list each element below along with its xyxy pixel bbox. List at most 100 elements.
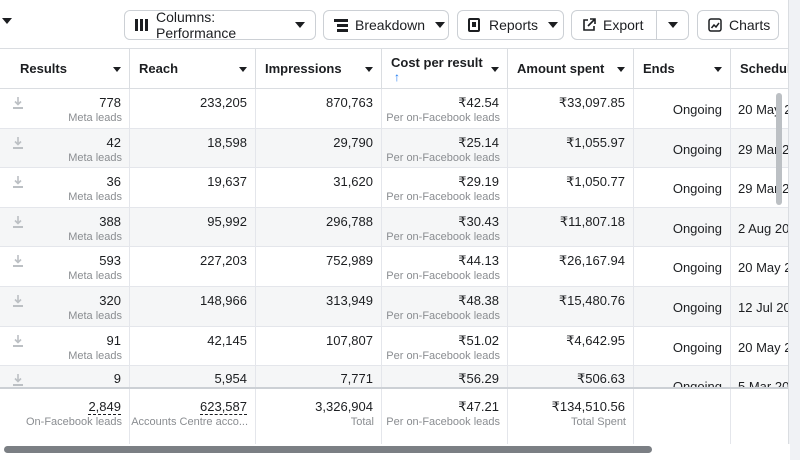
cell-amount-spent: ₹15,480.76 <box>508 287 634 326</box>
cell-cost-per-result: ₹48.38 Per on-Facebook leads <box>382 287 508 326</box>
chevron-down-icon <box>548 22 559 28</box>
cell-reach: 227,203 <box>130 247 256 286</box>
chevron-down-icon[interactable] <box>239 67 247 72</box>
chevron-down-icon <box>435 22 446 28</box>
header-schedule[interactable]: Schedul <box>731 49 788 89</box>
total-amount-spent: ₹134,510.56 Total Spent <box>508 389 634 444</box>
total-impressions-sub: Total <box>350 416 374 428</box>
cell-reach: 19,637 <box>130 168 256 207</box>
reach-value: 227,203 <box>200 253 247 269</box>
header-ends[interactable]: Ends <box>634 49 731 89</box>
header-impressions[interactable]: Impressions <box>256 49 382 89</box>
vertical-scrollbar[interactable] <box>776 93 782 205</box>
breakdown-icon <box>334 18 348 32</box>
reports-button[interactable]: Reports <box>457 10 564 40</box>
columns-button[interactable]: Columns: Performance <box>124 9 316 41</box>
schedule-value: 29 Mar 2 <box>738 181 788 197</box>
download-icon[interactable] <box>13 215 23 228</box>
collapse-caret-icon[interactable] <box>2 18 12 24</box>
spent-value: ₹33,097.85 <box>558 95 625 110</box>
download-icon[interactable] <box>13 334 23 347</box>
download-icon[interactable] <box>13 374 23 387</box>
impressions-value: 752,989 <box>326 253 373 269</box>
header-reach[interactable]: Reach <box>130 49 256 89</box>
cpr-value: ₹29.19 <box>458 174 499 190</box>
reach-value: 148,966 <box>200 293 247 308</box>
results-value: 388 <box>99 213 121 229</box>
cell-schedule: 2 Aug 20 <box>731 208 788 247</box>
cell-impressions: 870,763 <box>256 89 382 128</box>
reports-icon <box>468 18 482 32</box>
total-spent-sub: Total Spent <box>570 416 626 428</box>
total-spent-value: ₹134,510.56 <box>551 399 625 414</box>
total-results-value[interactable]: 2,849 <box>88 399 121 415</box>
table-row[interactable]: 42 Meta leads 18,598 29,790 ₹25.14 Per on-Fac… <box>0 128 788 169</box>
spent-value: ₹506.63 <box>576 371 625 387</box>
columns-icon <box>135 18 149 32</box>
table-row[interactable]: 388 Meta leads 95,992 296,788 ₹30.43 Per on-F… <box>0 207 788 248</box>
total-reach-value[interactable]: 623,587 <box>200 399 247 415</box>
export-button[interactable]: Export <box>572 11 656 39</box>
header-results[interactable]: Results <box>0 49 130 89</box>
cell-reach: 18,598 <box>130 128 256 168</box>
spent-value: ₹15,480.76 <box>558 293 625 308</box>
breakdown-button[interactable]: Breakdown <box>323 10 449 40</box>
charts-button[interactable]: Charts <box>697 10 779 40</box>
header-label: Results <box>20 61 67 76</box>
cell-amount-spent: ₹506.63 <box>508 366 634 405</box>
cpr-value: ₹56.29 <box>458 371 499 387</box>
download-icon[interactable] <box>13 295 23 307</box>
charts-label: Charts <box>729 17 771 33</box>
download-icon[interactable] <box>13 97 23 109</box>
chevron-down-icon[interactable] <box>365 67 373 72</box>
download-icon[interactable] <box>13 255 23 268</box>
header-label: Reach <box>139 61 179 76</box>
cpr-sub: Per on-Facebook leads <box>386 151 500 164</box>
cpr-sub: Per on-Facebook leads <box>386 349 500 362</box>
chevron-down-icon[interactable] <box>491 67 499 72</box>
cell-impressions: 296,788 <box>256 207 382 247</box>
impressions-value: 7,771 <box>340 371 373 387</box>
charts-icon <box>708 18 722 32</box>
table-row[interactable]: 91 Meta leads 42,145 107,807 ₹51.02 Per on-Fa… <box>0 326 788 367</box>
total-reach-sub: Accounts Centre acco... <box>131 416 248 428</box>
ends-value: Ongoing <box>672 339 722 355</box>
table-row[interactable]: 778 Meta leads 233,205 870,763 ₹42.54 Per on-… <box>0 89 788 129</box>
results-value: 320 <box>99 293 121 308</box>
chevron-down-icon <box>668 22 678 28</box>
table-header: Results Reach Impressions Cost per resul… <box>0 48 788 89</box>
total-ends <box>634 389 731 444</box>
cpr-sub: Per on-Facebook leads <box>386 112 500 124</box>
cell-schedule: 20 May 2 <box>731 327 788 366</box>
results-sub: Meta leads <box>68 349 122 362</box>
download-icon[interactable] <box>13 136 23 149</box>
cpr-sub: Per on-Facebook leads <box>386 191 500 204</box>
header-cost-per-result[interactable]: Cost per result ↑ <box>382 49 508 89</box>
cell-results: 9 <box>0 366 130 405</box>
cell-results: 91 Meta leads <box>0 326 130 366</box>
split-divider <box>656 11 657 39</box>
cell-amount-spent: ₹26,167.94 <box>508 247 634 286</box>
horizontal-scrollbar[interactable] <box>4 446 652 453</box>
cell-schedule: 29 Mar 2 <box>731 168 788 207</box>
header-amount-spent[interactable]: Amount spent <box>508 49 634 89</box>
schedule-value: 20 May 2 <box>738 102 788 117</box>
total-cost-per-result: ₹47.21 Per on-Facebook leads <box>382 389 508 444</box>
table-row[interactable]: 36 Meta leads 19,637 31,620 ₹29.19 Per on-Fac… <box>0 168 788 208</box>
cell-results: 388 Meta leads <box>0 207 130 247</box>
page-edge <box>788 0 800 460</box>
table-row[interactable]: 320 Meta leads 148,966 313,949 ₹48.38 Per on-… <box>0 287 788 327</box>
performance-table: Results Reach Impressions Cost per resul… <box>0 48 788 444</box>
cpr-value: ₹51.02 <box>458 332 499 348</box>
results-value: 778 <box>99 95 121 110</box>
schedule-value: 20 May 2 <box>738 339 788 355</box>
chevron-down-icon[interactable] <box>113 67 121 72</box>
cpr-value: ₹42.54 <box>458 95 499 110</box>
export-options-button[interactable] <box>657 11 689 39</box>
results-value: 36 <box>106 174 121 190</box>
chevron-down-icon[interactable] <box>617 67 625 72</box>
download-icon[interactable] <box>13 176 23 189</box>
table-row[interactable]: 593 Meta leads 227,203 752,989 ₹44.13 Per on-… <box>0 247 788 287</box>
chevron-down-icon[interactable] <box>714 67 722 72</box>
total-cpr-sub: Per on-Facebook leads <box>386 416 500 428</box>
